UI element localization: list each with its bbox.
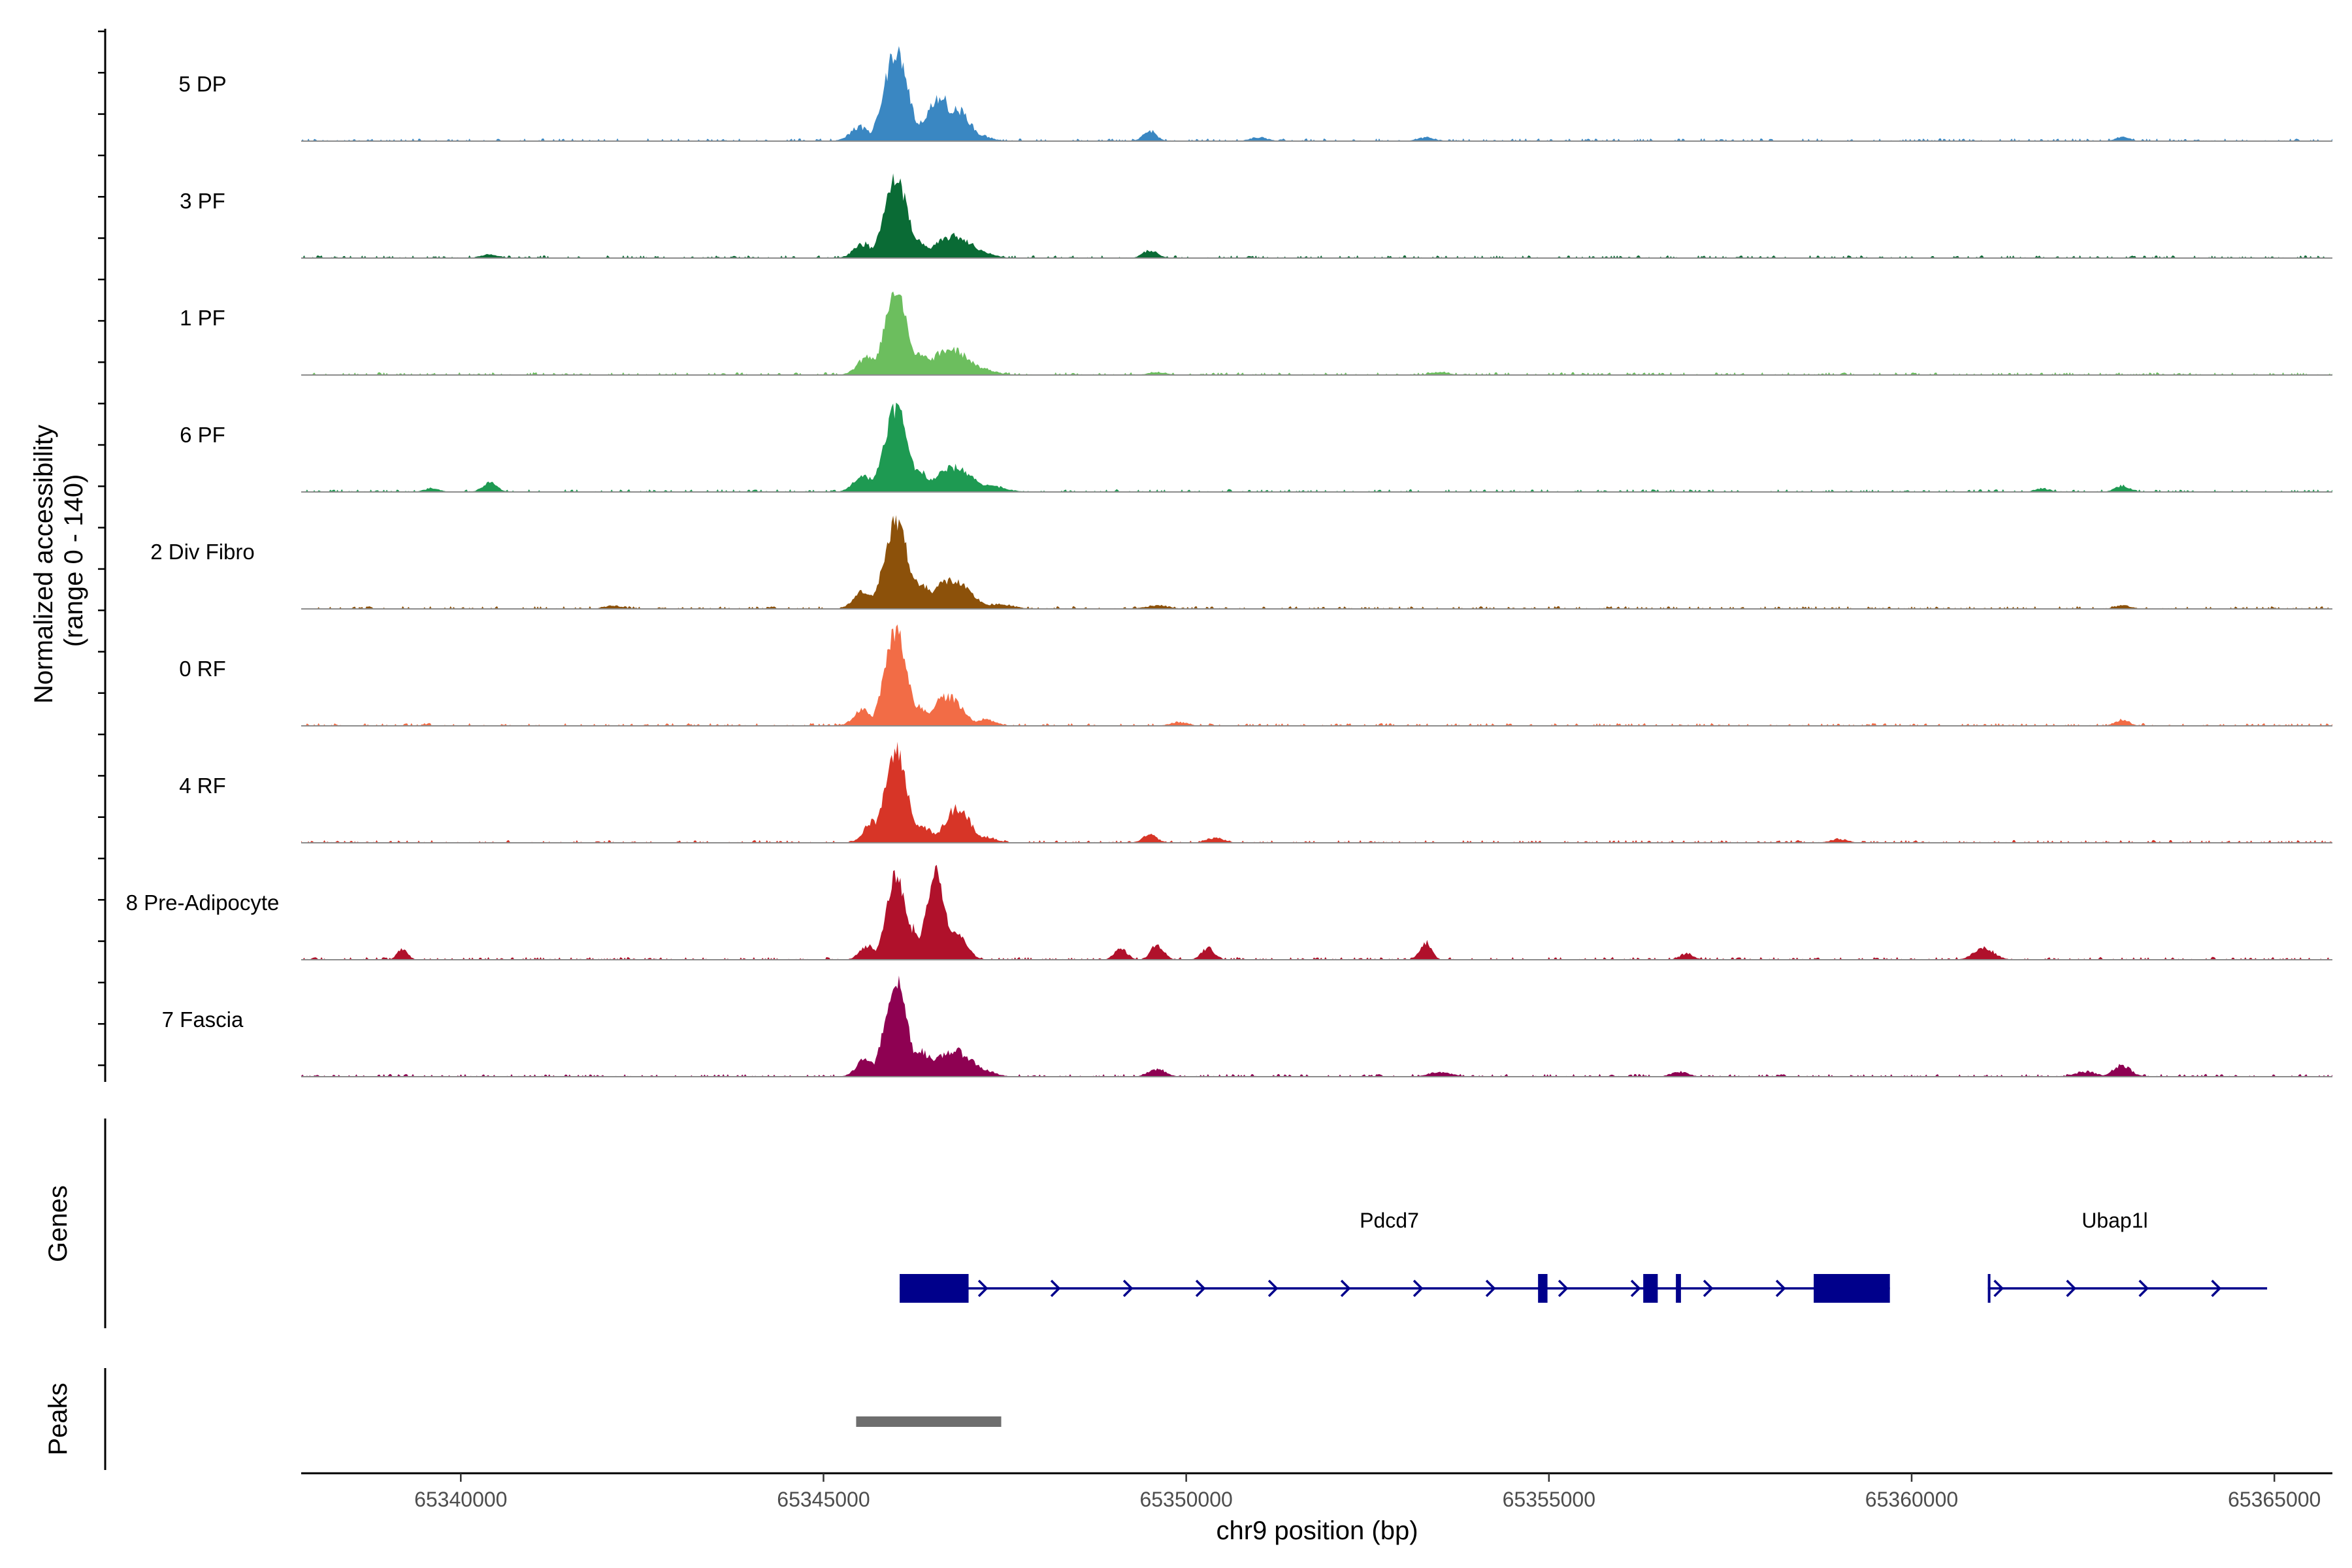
exon: [1814, 1274, 1890, 1303]
x-tick-label: 65355000: [1503, 1488, 1595, 1511]
y-axis-ticks: [98, 30, 105, 1066]
strand-arrow: [1993, 1279, 2004, 1298]
strand-arrow: [1122, 1279, 1134, 1298]
x-tick-label: 65340000: [414, 1488, 507, 1511]
strand-arrow: [2138, 1279, 2149, 1298]
exon: [1676, 1274, 1681, 1303]
exon: [1538, 1274, 1548, 1303]
track-5-dp: 5 DP: [178, 46, 2332, 142]
x-axis-ticks: 65340000 65345000 65350000 65355000 65360000…: [414, 1473, 2321, 1511]
x-axis-title: chr9 position (bp): [1216, 1516, 1418, 1545]
track-7-fascia: 7 Fascia: [162, 975, 2332, 1077]
exon: [1987, 1274, 1991, 1303]
track-0-rf: 0 RF: [179, 624, 2332, 727]
exon: [1643, 1274, 1658, 1303]
strand-arrow: [1195, 1279, 1206, 1298]
strand-arrow: [1630, 1279, 1641, 1298]
gene-label: Pdcd7: [1360, 1209, 1419, 1232]
y-axis-title: Normalized accessibility (range 0 - 140): [29, 417, 88, 704]
coverage-area: [301, 742, 2332, 843]
coverage-area: [301, 515, 2332, 609]
peaks-panel-title: Peaks: [44, 1382, 73, 1455]
strand-arrow: [1703, 1279, 1714, 1298]
track-label: 5 DP: [178, 72, 226, 96]
x-tick-label: 65365000: [2228, 1488, 2321, 1511]
strand-arrow: [1775, 1279, 1786, 1298]
gene-label: Ubap1l: [2082, 1209, 2148, 1232]
track-label: 7 Fascia: [162, 1007, 244, 1032]
strand-arrow: [1050, 1279, 1061, 1298]
coverage-area: [301, 624, 2332, 726]
track-label: 0 RF: [179, 657, 226, 681]
gene-ubap1l: Ubap1l: [1987, 1209, 2268, 1303]
track-6-pf: 6 PF: [180, 402, 2332, 493]
coverage-area: [301, 864, 2332, 960]
strand-arrow: [977, 1279, 988, 1298]
strand-arrow: [1340, 1279, 1351, 1298]
x-tick-label: 65345000: [777, 1488, 870, 1511]
coverage-area: [301, 46, 2332, 141]
genes-track: Pdcd7 Ubap1l: [900, 1209, 2268, 1303]
track-label: 3 PF: [180, 189, 225, 213]
x-tick-label: 65360000: [1865, 1488, 1958, 1511]
track-label: 1 PF: [180, 306, 225, 330]
strand-arrow: [2066, 1279, 2077, 1298]
strand-arrow: [1413, 1279, 1424, 1298]
exon: [900, 1274, 969, 1303]
y-axis-title-line-1: Normalized accessibility: [29, 425, 58, 704]
track-4-rf: 4 RF: [179, 742, 2332, 843]
gene-pdcd7: Pdcd7: [900, 1209, 1890, 1303]
track-label: 2 Div Fibro: [150, 540, 255, 564]
strand-arrow: [1485, 1279, 1496, 1298]
track-label: 4 RF: [179, 774, 226, 798]
track-label: 8 Pre-Adipocyte: [126, 890, 280, 915]
strand-arrow: [2211, 1279, 2222, 1298]
coverage-tracks: 5 DP 3 PF 1 PF 6 PF 2 Div Fibro 0 RF 4 RF 8 Pre…: [126, 46, 2332, 1077]
coverage-area: [301, 975, 2332, 1077]
peak-region: [856, 1416, 1002, 1427]
track-8-pre-adipocyte: 8 Pre-Adipocyte: [126, 864, 2332, 960]
track-3-pf: 3 PF: [180, 173, 2332, 259]
coverage-area: [301, 402, 2332, 492]
peaks-track: [856, 1416, 1002, 1427]
strand-arrow: [1558, 1279, 1569, 1298]
genes-panel-title: Genes: [44, 1185, 73, 1262]
strand-arrow: [1267, 1279, 1279, 1298]
track-2-div-fibro: 2 Div Fibro: [150, 515, 2332, 610]
coverage-area: [301, 173, 2332, 258]
y-axis-title-line-2: (range 0 - 140): [59, 474, 88, 647]
coverage-area: [301, 291, 2332, 375]
track-label: 6 PF: [180, 423, 225, 447]
track-1-pf: 1 PF: [180, 291, 2332, 376]
x-tick-label: 65350000: [1139, 1488, 1232, 1511]
